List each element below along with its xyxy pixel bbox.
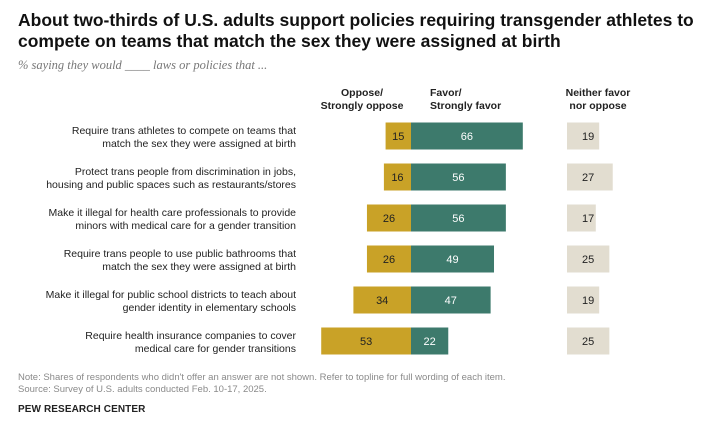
oppose-value-5: 53 — [360, 336, 372, 348]
favor-value-3: 49 — [446, 254, 458, 266]
favor-value-5: 22 — [424, 336, 436, 348]
brand-logo-text: PEW RESEARCH CENTER — [18, 404, 146, 415]
category-label-5-line-1: medical care for gender transitions — [135, 343, 296, 355]
neither-value-0: 19 — [582, 131, 594, 143]
category-label-1-line-1: housing and public spaces such as restau… — [46, 179, 296, 191]
oppose-value-4: 34 — [376, 295, 388, 307]
oppose-bar-4 — [353, 286, 411, 314]
favor-bar-0 — [411, 122, 523, 150]
neither-bar-0 — [567, 122, 600, 150]
chart-subtitle: % saying they would ____ laws or policie… — [18, 58, 268, 72]
favor-bar-4 — [411, 286, 491, 314]
oppose-value-3: 26 — [383, 254, 395, 266]
oppose-value-0: 15 — [392, 131, 404, 143]
favor-bar-2 — [411, 204, 506, 232]
oppose-bar-0 — [385, 122, 411, 150]
category-label-0-line-1: match the sex they were assigned at birt… — [102, 138, 296, 150]
neither-bar-4 — [567, 286, 600, 314]
source-text: Source: Survey of U.S. adults conducted … — [18, 384, 267, 395]
header-neither-line-0: Neither favor — [566, 87, 631, 99]
category-label-3-line-1: match the sex they were assigned at birt… — [102, 261, 296, 273]
note-text: Note: Shares of respondents who didn't o… — [18, 372, 506, 383]
header-oppose-line-1: Strongly oppose — [321, 100, 404, 112]
neither-value-4: 19 — [582, 295, 594, 307]
favor-bar-3 — [411, 245, 495, 273]
favor-value-2: 56 — [452, 213, 464, 225]
neither-bar-1 — [567, 163, 613, 191]
category-label-2-line-0: Make it illegal for health care professi… — [49, 207, 297, 219]
category-label-2-line-1: minors with medical care for a gender tr… — [75, 220, 296, 232]
favor-bar-5 — [411, 327, 449, 355]
category-label-4-line-1: gender identity in elementary schools — [123, 302, 296, 314]
chart-title: About two-thirds of U.S. adults support … — [18, 10, 694, 51]
favor-value-1: 56 — [452, 172, 464, 184]
neither-value-3: 25 — [582, 254, 594, 266]
oppose-value-2: 26 — [383, 213, 395, 225]
favor-bar-1 — [411, 163, 506, 191]
neither-value-2: 17 — [582, 213, 594, 225]
oppose-bar-2 — [366, 204, 411, 232]
header-favor-line-0: Favor/ — [430, 87, 462, 99]
chart-note: Note: Shares of respondents who didn't o… — [18, 372, 505, 396]
header-favor-line-1: Strongly favor — [430, 100, 501, 112]
favor-value-0: 66 — [461, 131, 473, 143]
category-label-0-line-0: Require trans athletes to compete on tea… — [72, 125, 296, 137]
oppose-bar-5 — [321, 327, 411, 355]
oppose-bar-3 — [366, 245, 411, 273]
category-label-5-line-0: Require health insurance companies to co… — [85, 330, 296, 342]
oppose-value-1: 16 — [391, 172, 403, 184]
neither-bar-3 — [567, 245, 610, 273]
oppose-bar-1 — [383, 163, 411, 191]
category-label-3-line-0: Require trans people to use public bathr… — [64, 248, 296, 260]
neither-bar-5 — [567, 327, 610, 355]
header-oppose-line-0: Oppose/ — [341, 87, 383, 99]
header-neither-line-1: nor oppose — [569, 100, 626, 112]
stacked-bar-chart: Oppose/Strongly oppose Favor/Strongly fav… — [46, 87, 631, 355]
neither-value-5: 25 — [582, 336, 594, 348]
neither-bar-2 — [567, 204, 596, 232]
category-label-4-line-0: Make it illegal for public school distri… — [46, 289, 296, 301]
neither-value-1: 27 — [582, 172, 594, 184]
category-label-1-line-0: Protect trans people from discrimination… — [75, 166, 296, 178]
favor-value-4: 47 — [445, 295, 457, 307]
